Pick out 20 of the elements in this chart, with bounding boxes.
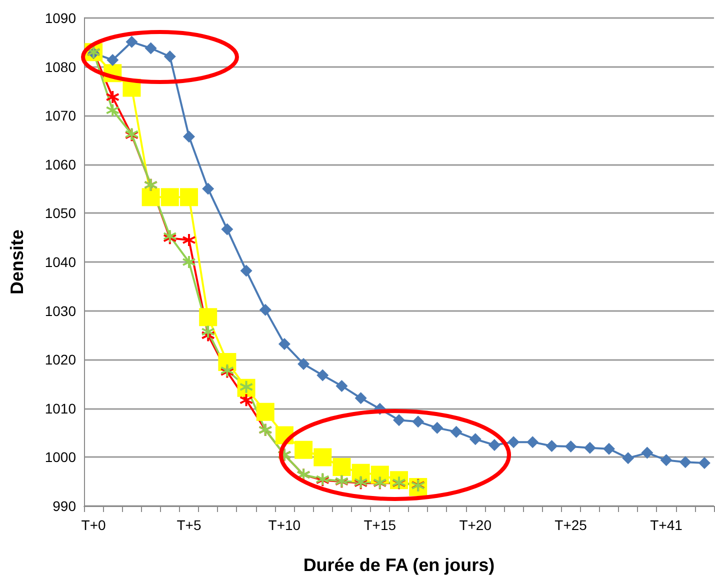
y-axis-title: Densite	[7, 229, 27, 295]
y-tick-label: 1030	[44, 302, 76, 319]
x-tick-label: T+41	[650, 517, 683, 533]
y-tick-label: 1090	[44, 10, 76, 26]
x-tick-label: T+20	[459, 517, 492, 533]
y-tick-label: 1010	[44, 400, 76, 416]
x-axis-title: Durée de FA (en jours)	[303, 555, 495, 575]
y-tick-label: 1040	[44, 254, 76, 270]
x-tick-label: T+15	[364, 517, 396, 533]
y-tick-label: 1060	[44, 156, 76, 172]
y-tick-label: 1080	[44, 58, 76, 75]
x-tick-label: T+0	[81, 517, 106, 533]
y-tick-label: 1070	[44, 108, 76, 124]
y-tick-label: 1050	[44, 205, 76, 222]
x-tick-label: T+25	[554, 517, 588, 533]
x-tick-label: T+5	[176, 517, 202, 533]
y-tick-label: 990	[52, 498, 76, 514]
x-tick-label: T+10	[268, 517, 301, 533]
y-tick-label: 1000	[44, 449, 76, 466]
y-tick-label: 1020	[44, 352, 76, 368]
